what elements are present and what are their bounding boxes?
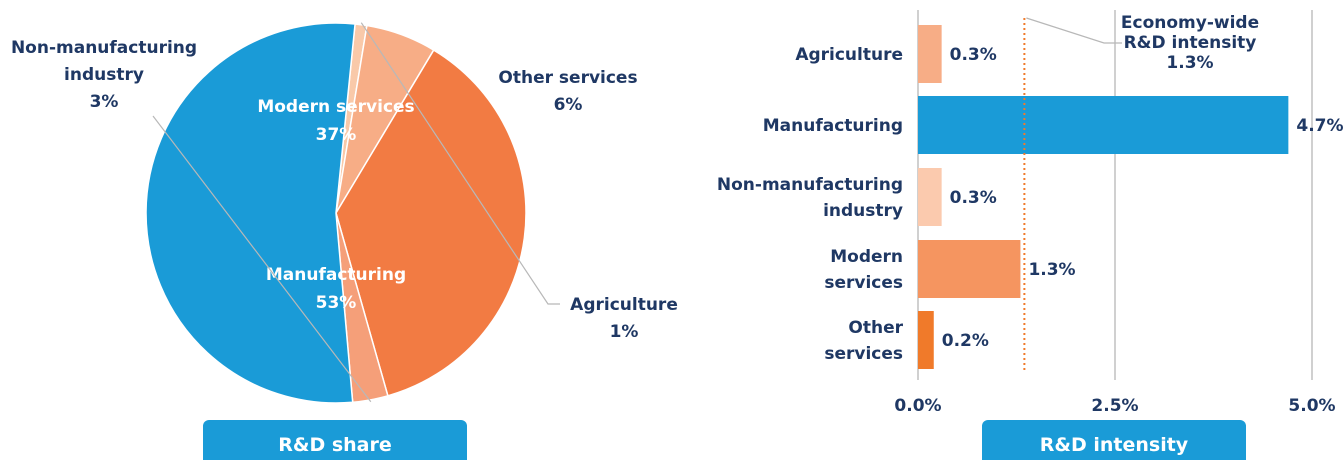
pie-value-modern-services: 37%: [316, 125, 357, 145]
reference-label-line3: 1.3%: [1166, 53, 1213, 73]
pie-value-manufacturing: 53%: [316, 293, 357, 313]
bar-value-other-services: 0.2%: [942, 331, 989, 351]
category-label-other-services-line2: services: [824, 344, 903, 364]
pie-label-modern-services: Modern services: [257, 97, 414, 117]
category-label-agriculture: Agriculture: [795, 45, 903, 65]
reference-label-line2: R&D intensity: [1124, 33, 1257, 53]
reference-label-line1: Economy-wide: [1121, 13, 1259, 33]
pie-value-other-services: 6%: [554, 95, 583, 115]
pie-value-agriculture: 1%: [610, 322, 639, 342]
bar-value-agriculture: 0.3%: [950, 45, 997, 65]
pie-label-other-services: Other services: [498, 68, 637, 88]
bar-modern-services: [918, 240, 1021, 298]
bar-other-services: [918, 311, 934, 369]
reference-leader-line: [1026, 17, 1122, 44]
bar-non-manufacturing-industry: [918, 168, 942, 226]
bar-manufacturing: [918, 96, 1289, 154]
category-label-modern-services: Modern: [830, 247, 903, 267]
bar-panel: 0.0% 2.5% 5.0% 0.3% Agriculture 4.7% Manufactu…: [717, 10, 1344, 460]
category-label-modern-services-line2: services: [824, 273, 903, 293]
x-tick-label-0: 0.0%: [894, 396, 941, 416]
bar-value-manufacturing: 4.7%: [1296, 116, 1343, 136]
bar-value-modern-services: 1.3%: [1028, 260, 1075, 280]
pie-label-non-manufacturing: Non-manufacturing: [11, 38, 197, 58]
category-label-non-manufacturing-industry: Non-manufacturing: [717, 175, 903, 195]
bar-value-non-manufacturing-industry: 0.3%: [950, 188, 997, 208]
pie-panel: Modern services 37% Manufacturing 53% Other …: [11, 22, 678, 460]
badge-rd-share: [203, 420, 467, 460]
pie-label-non-manufacturing-line2: industry: [64, 65, 144, 85]
x-tick-label-2: 5.0%: [1288, 396, 1335, 416]
pie-slice-modern-services: [335, 49, 527, 397]
leader-line-agriculture: [360, 22, 560, 305]
pie-value-non-manufacturing: 3%: [90, 92, 119, 112]
pie-label-manufacturing: Manufacturing: [266, 265, 406, 285]
category-label-manufacturing: Manufacturing: [763, 116, 903, 136]
pie-slice-manufacturing: [145, 22, 356, 404]
badge-rd-intensity-label: R&D intensity: [1040, 434, 1189, 456]
bar-agriculture: [918, 25, 942, 83]
badge-rd-share-label: R&D share: [278, 434, 392, 456]
x-tick-label-1: 2.5%: [1091, 396, 1138, 416]
badge-rd-intensity: [982, 420, 1246, 460]
category-label-non-manufacturing-industry-line2: industry: [823, 201, 903, 221]
leader-line-non-manufacturing: [152, 115, 372, 403]
category-label-other-services: Other: [848, 318, 903, 338]
pie-label-agriculture: Agriculture: [570, 295, 678, 315]
